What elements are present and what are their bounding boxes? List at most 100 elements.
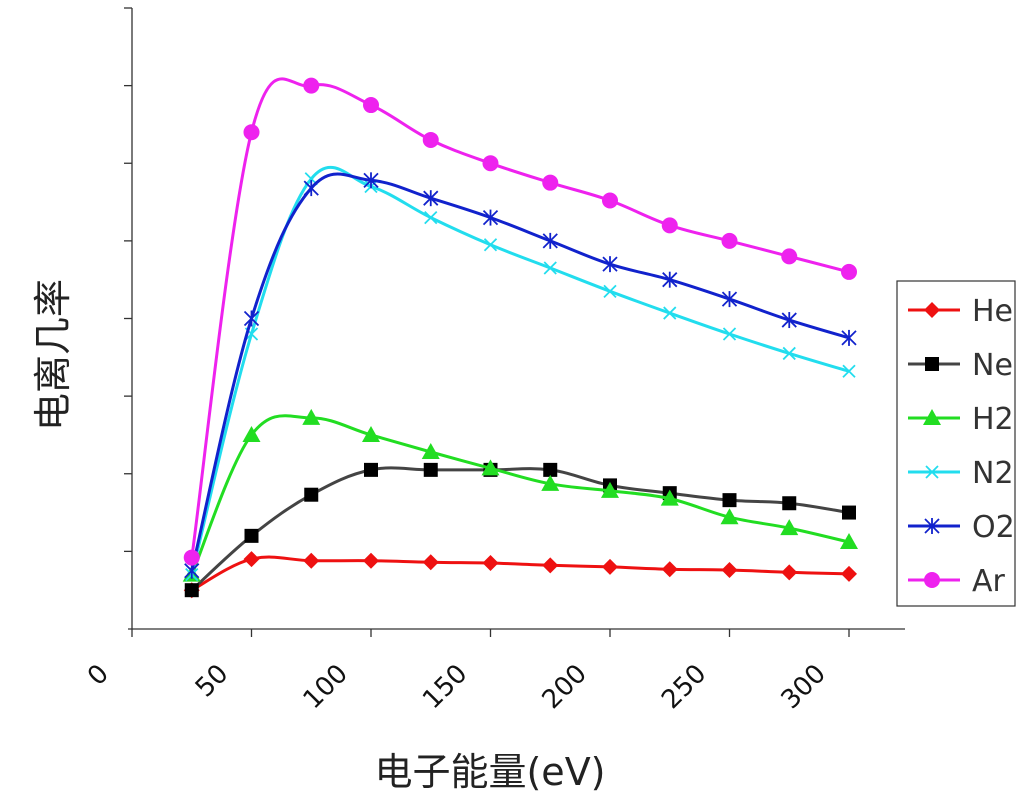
marker-stroke [244,327,259,341]
series-ne-point [722,493,737,508]
x-tick-label: 50 [190,659,235,704]
series-ne [184,462,856,598]
series-layer [182,77,858,599]
series-ar [183,77,857,566]
series-ar-point [602,192,618,209]
series-ar-point [841,263,857,280]
legend-swatch-marker [923,409,941,425]
marker-stroke [543,261,557,275]
series-ar-point [243,124,260,141]
series-ar-point [542,174,559,191]
series-o2-point [482,209,499,226]
series-ar-point [363,97,379,114]
legend-item-n2: N2 [908,456,1014,491]
marker-stroke [663,306,677,320]
marker-stroke [424,210,438,225]
series-ne-point [842,505,856,520]
series-h2-point [601,481,619,498]
series-ar-line [190,77,850,558]
series-he-line [191,555,850,592]
marker-stroke [722,327,737,341]
legend-item-he: He [908,294,1013,329]
series-o2-point [841,329,857,346]
series-he-point [602,558,618,575]
series-he-point [363,552,379,569]
series-ar-point [422,131,439,148]
series-o2-point [243,310,260,327]
series-h2-point [840,533,858,550]
series-he-point [482,555,499,572]
series-he-point [721,562,738,579]
series-n2 [185,165,856,582]
series-h2-line [190,414,850,576]
series-he-point [841,565,857,582]
series-he-point [303,552,320,569]
series-o2-point [363,172,379,189]
series-n2-point [543,261,557,275]
x-tick-label: 0 [82,659,115,692]
marker-stroke [304,172,318,186]
x-tick-label: 300 [776,659,832,715]
series-ne-point [364,462,378,477]
series-he [183,551,857,599]
series-ar-point [781,248,798,265]
series-ne-point [184,583,199,598]
series-o2-point [781,312,797,329]
series-h2-point [362,425,380,442]
series-ne-point [244,528,259,543]
series-h2-point [421,443,440,460]
series-ar-point [482,155,499,172]
series-h2-point [302,408,321,425]
series-he-point [661,561,678,578]
series-ne-point [782,496,797,511]
series-he-point [781,564,798,581]
marker-stroke [925,465,939,479]
series-o2-point [662,271,678,288]
legend-label: H2 [972,402,1014,437]
legend-label: He [972,294,1013,329]
legend-swatch-marker [925,357,939,371]
series-h2-point [660,489,679,506]
series-he-point [422,554,439,571]
series-o2-point [721,291,738,308]
series-o2-point [423,190,439,207]
legend-label: Ne [972,348,1013,383]
series-n2-point [722,327,737,341]
series-h2-point [541,474,560,491]
x-tick-label: 200 [537,659,593,715]
series-h2-point [481,459,500,476]
legend-item-o2: O2 [908,510,1015,545]
axes: 0 50 100 150 200 250 300 [82,7,905,715]
series-ar-point [303,77,320,94]
legend-swatch-marker [924,572,940,588]
legend-item-ar: Ar [908,564,1006,599]
x-tick-label: 150 [417,659,473,715]
legend: He Ne H2 N2 O2 Ar [896,280,1016,607]
series-ne-point [304,487,319,502]
x-tick-label: 250 [656,659,712,715]
series-n2-point [782,346,796,361]
x-tick-label: 100 [298,659,354,715]
legend-label: N2 [972,456,1014,491]
legend-swatch-marker [924,518,940,534]
series-o2 [184,172,857,579]
series-h2-point [242,425,261,442]
x-axis-title: 电子能量(eV) [374,750,605,794]
series-he-point [542,557,559,574]
series-h2-point [720,508,739,525]
series-ar-point [721,232,738,249]
series-n2-point [603,284,617,298]
series-n2-point [424,210,438,225]
series-he-point [243,551,260,568]
marker-stroke [603,284,617,298]
series-ne-point [543,462,558,477]
legend-label: Ar [972,564,1006,599]
series-n2-point [663,306,677,320]
series-ar-point [183,549,200,566]
series-ne-point [423,462,438,477]
legend-label: O2 [972,510,1015,545]
series-o2-line [190,172,850,572]
series-o2-point [542,232,558,249]
series-h2 [182,408,858,582]
